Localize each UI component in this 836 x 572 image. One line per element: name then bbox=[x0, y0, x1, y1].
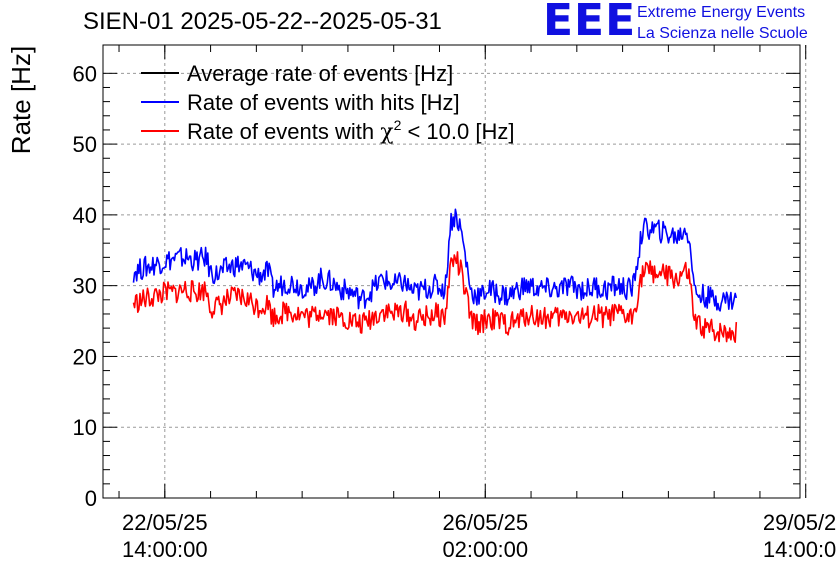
y-tick-label: 60 bbox=[73, 61, 97, 86]
legend: Average rate of events [Hz] Rate of event… bbox=[141, 61, 514, 145]
x-axis: 22/05/2514:00:0026/05/2502:00:0029/05/25… bbox=[118, 45, 836, 562]
x-tick-label-date: 29/05/25 bbox=[763, 510, 836, 535]
chart-title: SIEN-01 2025-05-22--2025-05-31 bbox=[83, 8, 442, 35]
series-layer bbox=[132, 208, 738, 343]
legend-label-0: Average rate of events [Hz] bbox=[187, 61, 453, 86]
logo-line-1: Extreme Energy Events bbox=[637, 4, 806, 21]
x-tick-label-time: 02:00:00 bbox=[442, 537, 528, 562]
x-tick-label-date: 26/05/25 bbox=[442, 510, 528, 535]
series-line-1 bbox=[132, 208, 738, 312]
y-tick-label: 10 bbox=[73, 415, 97, 440]
y-tick-label: 20 bbox=[73, 344, 97, 369]
y-axis: 0 10 20 30 40 50 60 bbox=[73, 61, 800, 511]
legend-label-2: Rate of events with χ2 < 10.0 [Hz] bbox=[187, 117, 514, 145]
x-tick-label-time: 14:00:00 bbox=[122, 537, 208, 562]
y-axis-label: Rate [Hz] bbox=[6, 46, 36, 154]
eee-logo-mark: EEE bbox=[543, 0, 637, 46]
legend-label-1: Rate of events with hits [Hz] bbox=[187, 90, 460, 115]
eee-logo: EEE Extreme Energy Events La Scienza nel… bbox=[543, 0, 833, 48]
y-tick-label: 0 bbox=[85, 486, 97, 511]
y-tick-label: 40 bbox=[73, 203, 97, 228]
series-line-2 bbox=[132, 251, 738, 343]
x-tick-label-time: 14:00:00 bbox=[763, 537, 836, 562]
logo-line-2: La Scienza nelle Scuole bbox=[637, 25, 808, 42]
y-tick-label: 50 bbox=[73, 132, 97, 157]
x-tick-label-date: 22/05/25 bbox=[122, 510, 208, 535]
y-tick-label: 30 bbox=[73, 274, 97, 299]
